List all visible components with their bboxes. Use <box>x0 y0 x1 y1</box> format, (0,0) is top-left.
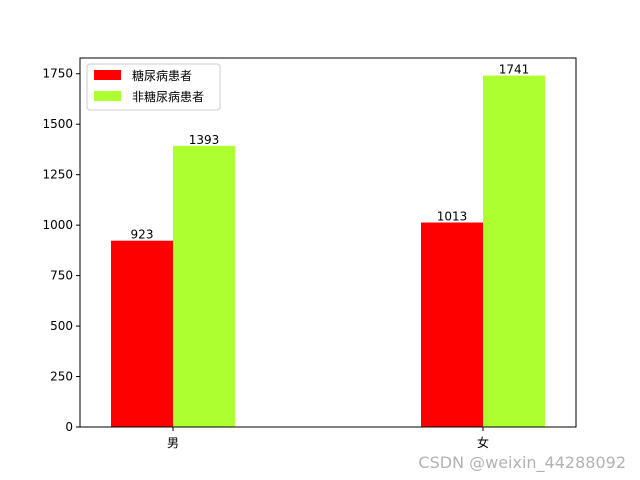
data-label-diabetic-1: 1013 <box>437 210 468 224</box>
legend-swatch-diabetic <box>94 70 121 80</box>
bar-non-diabetic-1 <box>483 75 545 427</box>
y-tick-label-6: 1500 <box>42 117 73 131</box>
y-tick-label-0: 0 <box>65 420 73 434</box>
data-label-non-diabetic-0: 1393 <box>189 133 220 147</box>
y-tick-label-3: 750 <box>50 269 73 283</box>
legend-label-non-diabetic: 非糖尿病患者 <box>132 89 204 104</box>
watermark: CSDN @weixin_44288092 <box>418 453 626 472</box>
data-label-diabetic-0: 923 <box>131 228 154 242</box>
y-tick-label-1: 250 <box>50 370 73 384</box>
legend-label-diabetic: 糖尿病患者 <box>132 68 192 83</box>
y-tick-label-2: 500 <box>50 319 73 333</box>
legend: 糖尿病患者 非糖尿病患者 <box>86 63 221 111</box>
x-tick-label-1: 女 <box>477 435 489 450</box>
y-tick-label-4: 1000 <box>42 218 73 232</box>
x-tick-label-0: 男 <box>167 436 179 450</box>
y-tick-label-5: 1250 <box>42 168 73 182</box>
data-label-non-diabetic-1: 1741 <box>499 63 530 77</box>
bar-diabetic-0 <box>111 240 173 427</box>
y-tick-label-7: 1750 <box>42 67 73 81</box>
legend-swatch-non-diabetic <box>94 91 121 101</box>
bar-non-diabetic-0 <box>173 145 235 427</box>
bar-diabetic-1 <box>421 222 483 427</box>
plot-frame <box>79 57 577 428</box>
